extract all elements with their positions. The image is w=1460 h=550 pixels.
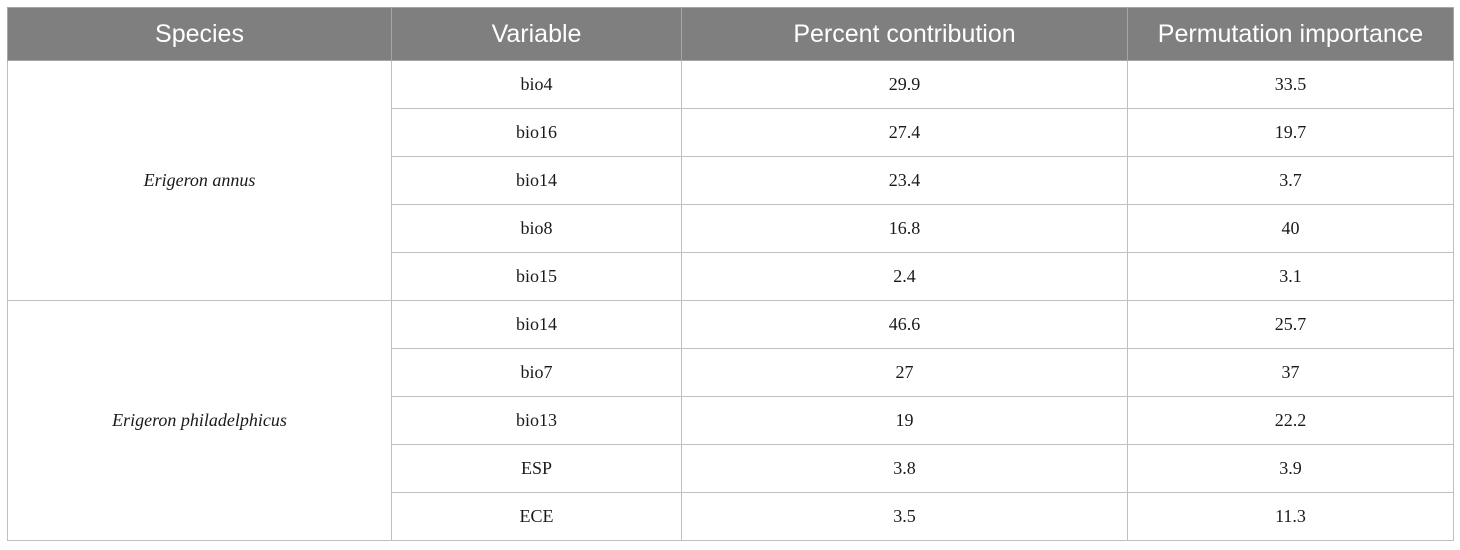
permutation-cell: 37 bbox=[1127, 348, 1454, 397]
table-row: bio8 16.8 40 bbox=[8, 204, 1454, 253]
permutation-cell: 3.7 bbox=[1127, 156, 1454, 205]
permutation-cell: 40 bbox=[1127, 204, 1454, 253]
table-row: bio16 27.4 19.7 bbox=[8, 108, 1454, 157]
header-permutation-importance: Permutation importance bbox=[1127, 7, 1454, 61]
variable-cell: ECE bbox=[391, 492, 682, 541]
species-variable-table-container: Species Variable Percent contribution Pe… bbox=[7, 7, 1454, 541]
table-row: bio7 27 37 bbox=[8, 348, 1454, 397]
percent-cell: 3.5 bbox=[681, 492, 1128, 541]
species-cell: Erigeron annus bbox=[7, 60, 392, 301]
variable-cell: bio8 bbox=[391, 204, 682, 253]
percent-cell: 2.4 bbox=[681, 252, 1128, 301]
permutation-cell: 25.7 bbox=[1127, 300, 1454, 349]
permutation-cell: 11.3 bbox=[1127, 492, 1454, 541]
percent-cell: 46.6 bbox=[681, 300, 1128, 349]
table-row: ECE 3.5 11.3 bbox=[8, 492, 1454, 541]
percent-cell: 27 bbox=[681, 348, 1128, 397]
species-variable-table: Species Variable Percent contribution Pe… bbox=[7, 7, 1454, 541]
variable-cell: bio14 bbox=[391, 300, 682, 349]
table-row: bio15 2.4 3.1 bbox=[8, 252, 1454, 301]
percent-cell: 29.9 bbox=[681, 60, 1128, 109]
variable-cell: bio14 bbox=[391, 156, 682, 205]
variable-cell: bio16 bbox=[391, 108, 682, 157]
header-variable: Variable bbox=[391, 7, 682, 61]
header-row: Species Variable Percent contribution Pe… bbox=[7, 7, 1454, 61]
permutation-cell: 3.9 bbox=[1127, 444, 1454, 493]
table-row: bio13 19 22.2 bbox=[8, 396, 1454, 445]
percent-cell: 3.8 bbox=[681, 444, 1128, 493]
table-row: Erigeron annus bio4 29.9 33.5 bbox=[7, 60, 1454, 301]
header-percent-contribution: Percent contribution bbox=[681, 7, 1128, 61]
table-header: Species Variable Percent contribution Pe… bbox=[7, 7, 1454, 61]
permutation-cell: 19.7 bbox=[1127, 108, 1454, 157]
header-species: Species bbox=[7, 7, 392, 61]
variable-cell: bio13 bbox=[391, 396, 682, 445]
variable-cell: ESP bbox=[391, 444, 682, 493]
percent-cell: 19 bbox=[681, 396, 1128, 445]
permutation-cell: 3.1 bbox=[1127, 252, 1454, 301]
percent-cell: 16.8 bbox=[681, 204, 1128, 253]
table-row: ESP 3.8 3.9 bbox=[8, 444, 1454, 493]
variable-cell: bio4 bbox=[391, 60, 682, 109]
permutation-cell: 33.5 bbox=[1127, 60, 1454, 109]
percent-cell: 27.4 bbox=[681, 108, 1128, 157]
variable-cell: bio15 bbox=[391, 252, 682, 301]
variable-cell: bio7 bbox=[391, 348, 682, 397]
table-row: Erigeron philadelphicus bio14 46.6 25.7 bbox=[7, 300, 1454, 541]
permutation-cell: 22.2 bbox=[1127, 396, 1454, 445]
table-body: Erigeron annus bio4 29.9 33.5 bio16 27.4… bbox=[7, 60, 1454, 541]
species-cell: Erigeron philadelphicus bbox=[7, 300, 392, 541]
table-row: bio14 23.4 3.7 bbox=[8, 156, 1454, 205]
percent-cell: 23.4 bbox=[681, 156, 1128, 205]
